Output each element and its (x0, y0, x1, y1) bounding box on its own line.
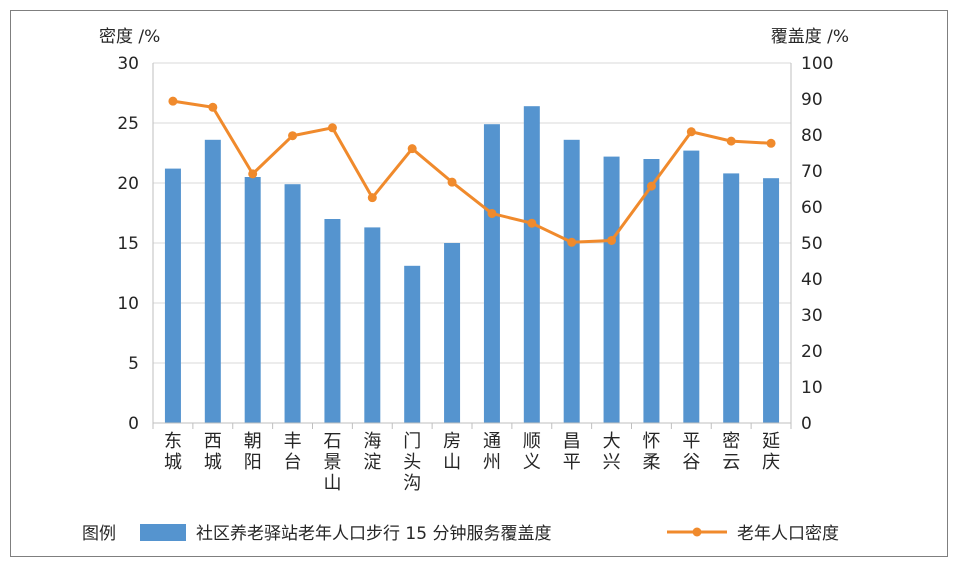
bar (244, 177, 261, 423)
legend-title: 图例 (82, 524, 116, 544)
line-point (686, 127, 696, 137)
category-label: 通州 (483, 431, 501, 473)
line-point (726, 136, 736, 146)
left-tick-label: 15 (117, 234, 139, 254)
left-tick-label: 30 (117, 54, 139, 74)
left-tick-label: 25 (117, 114, 139, 134)
category-label: 朝阳 (244, 431, 262, 473)
line-point (646, 181, 656, 191)
legend-line-label: 老年人口密度 (737, 524, 839, 544)
line-point (288, 131, 298, 141)
category-label: 昌平 (563, 431, 581, 473)
category-label: 大兴 (603, 431, 621, 473)
left-tick-label: 0 (128, 414, 139, 434)
bar (603, 156, 620, 423)
right-tick-label: 20 (801, 342, 823, 362)
right-tick-label: 40 (801, 270, 823, 290)
category-label: 门头沟 (403, 431, 421, 494)
bar (683, 150, 700, 423)
line-point (367, 193, 377, 203)
right-tick-label: 10 (801, 378, 823, 398)
category-label: 房山 (443, 431, 461, 473)
line-point (407, 144, 417, 154)
left-tick-label: 20 (117, 174, 139, 194)
category-label: 丰台 (284, 431, 302, 473)
density-line (172, 99, 772, 244)
chart-frame: 0 5 10 15 20 25 30 0 10 20 30 40 50 60 70 80 90 100 东城 西城 朝阳… (10, 10, 948, 557)
bar (563, 139, 580, 424)
right-tick-label: 60 (801, 198, 823, 218)
category-label: 怀柔 (642, 431, 660, 473)
bar (763, 178, 780, 423)
right-axis-label: 覆盖度 /% (771, 27, 849, 47)
category-label: 密云 (722, 431, 740, 473)
line-point (766, 138, 776, 148)
bar-series (164, 106, 780, 424)
bar (164, 168, 181, 423)
axes: 0 5 10 15 20 25 30 0 10 20 30 40 50 60 70 80 90 100 东城西城朝阳… (117, 54, 833, 494)
line-point (527, 218, 537, 228)
line-point (607, 235, 617, 245)
category-label: 延庆 (762, 431, 780, 473)
line-point (447, 177, 457, 187)
bar (523, 106, 540, 423)
right-tick-label: 80 (801, 126, 823, 146)
category-label: 平谷 (682, 431, 700, 473)
bar (324, 219, 341, 423)
legend-bar-label: 社区养老驿站老年人口步行 15 分钟服务覆盖度 (196, 524, 551, 544)
legend: 图例 社区养老驿站老年人口步行 15 分钟服务覆盖度 老年人口密度 (82, 524, 839, 544)
legend-bar-swatch (140, 524, 186, 541)
right-tick-label: 0 (801, 414, 812, 434)
right-tick-label: 90 (801, 90, 823, 110)
bar (404, 265, 421, 423)
combo-chart: 0 5 10 15 20 25 30 0 10 20 30 40 50 60 70 80 90 100 东城西城朝阳… (82, 27, 849, 544)
right-tick-label: 100 (801, 54, 833, 74)
line-point (327, 123, 337, 133)
line-point (168, 96, 178, 106)
left-axis-label: 密度 /% (99, 27, 160, 47)
bar (364, 227, 381, 423)
right-tick-label: 30 (801, 306, 823, 326)
line-point (567, 237, 577, 247)
bar (723, 173, 740, 423)
bar (444, 243, 461, 423)
left-tick-label: 10 (117, 294, 139, 314)
left-tick-label: 5 (128, 354, 139, 374)
bar (204, 139, 221, 424)
line-point (208, 102, 218, 112)
bar (284, 184, 301, 423)
category-label: 海淀 (363, 431, 381, 473)
line-point (248, 169, 258, 179)
line-series (168, 96, 776, 247)
category-label: 东城 (164, 431, 182, 473)
category-label: 西城 (204, 431, 222, 473)
right-tick-label: 70 (801, 162, 823, 182)
bar (483, 124, 500, 423)
category-label: 石景山 (323, 431, 341, 494)
bar (643, 159, 660, 423)
category-label: 顺义 (523, 431, 541, 473)
line-point (487, 208, 497, 218)
right-tick-label: 50 (801, 234, 823, 254)
legend-line-marker (692, 527, 702, 537)
